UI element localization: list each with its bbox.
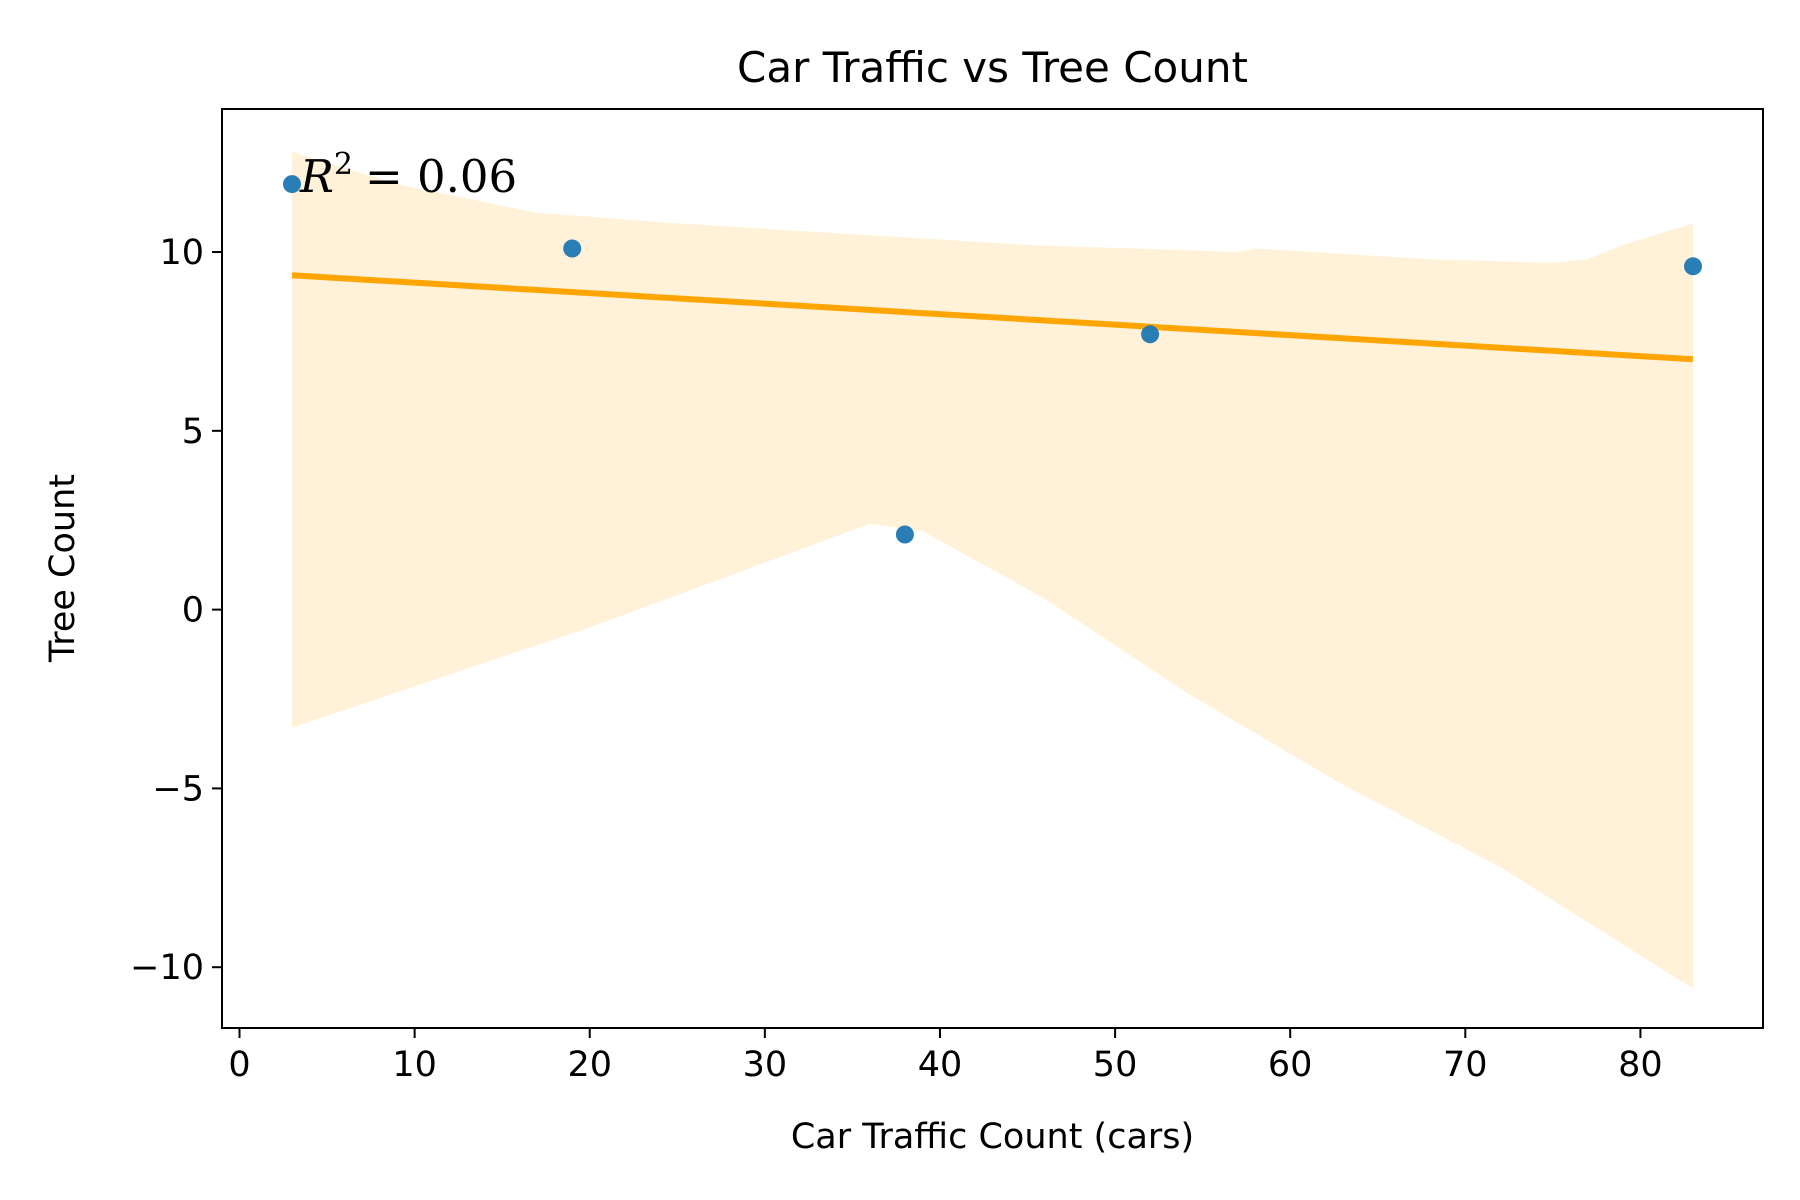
- r-squared-annotation: R2 = 0.06: [299, 147, 517, 203]
- confidence-band: [292, 151, 1693, 989]
- x-tick-label: 70: [1443, 1045, 1488, 1085]
- regression-line: [291, 272, 1694, 363]
- r-squared-value: = 0.06: [365, 150, 517, 203]
- y-axis-label: Tree Count: [43, 474, 83, 663]
- confidence-band-group: [292, 151, 1693, 989]
- y-axis-ticks: −10 −5 0 5 10: [130, 233, 222, 988]
- scatter-point: [563, 239, 582, 258]
- y-tick-label: 0: [182, 591, 204, 631]
- r-squared-exponent: 2: [334, 147, 353, 182]
- regression-line-group: [291, 272, 1694, 363]
- scatter-points-group: [283, 175, 1702, 544]
- r-squared-symbol: R: [299, 150, 334, 203]
- x-axis-label: Car Traffic Count (cars): [791, 1117, 1194, 1157]
- x-axis-ticks: 0 10 20 30 40 50 60 70 80: [228, 1028, 1663, 1085]
- x-tick-label: 80: [1618, 1045, 1663, 1085]
- x-tick-label: 30: [743, 1045, 788, 1085]
- x-tick-label: 40: [918, 1045, 963, 1085]
- x-tick-label: 10: [392, 1045, 437, 1085]
- scatter-point: [1141, 325, 1160, 344]
- scatter-point: [1684, 257, 1702, 276]
- chart-title: Car Traffic vs Tree Count: [737, 43, 1248, 92]
- scatter-point: [895, 525, 914, 544]
- y-tick-label: 5: [182, 412, 204, 452]
- scatter-point: [283, 175, 301, 194]
- x-tick-label: 0: [228, 1045, 250, 1085]
- x-tick-label: 50: [1093, 1045, 1138, 1085]
- y-tick-label: −5: [152, 769, 204, 809]
- y-tick-label: −10: [130, 948, 204, 988]
- y-tick-label: 10: [159, 233, 204, 273]
- plot-frame: [221, 108, 1764, 1029]
- x-tick-label: 60: [1268, 1045, 1313, 1085]
- x-tick-label: 20: [567, 1045, 612, 1085]
